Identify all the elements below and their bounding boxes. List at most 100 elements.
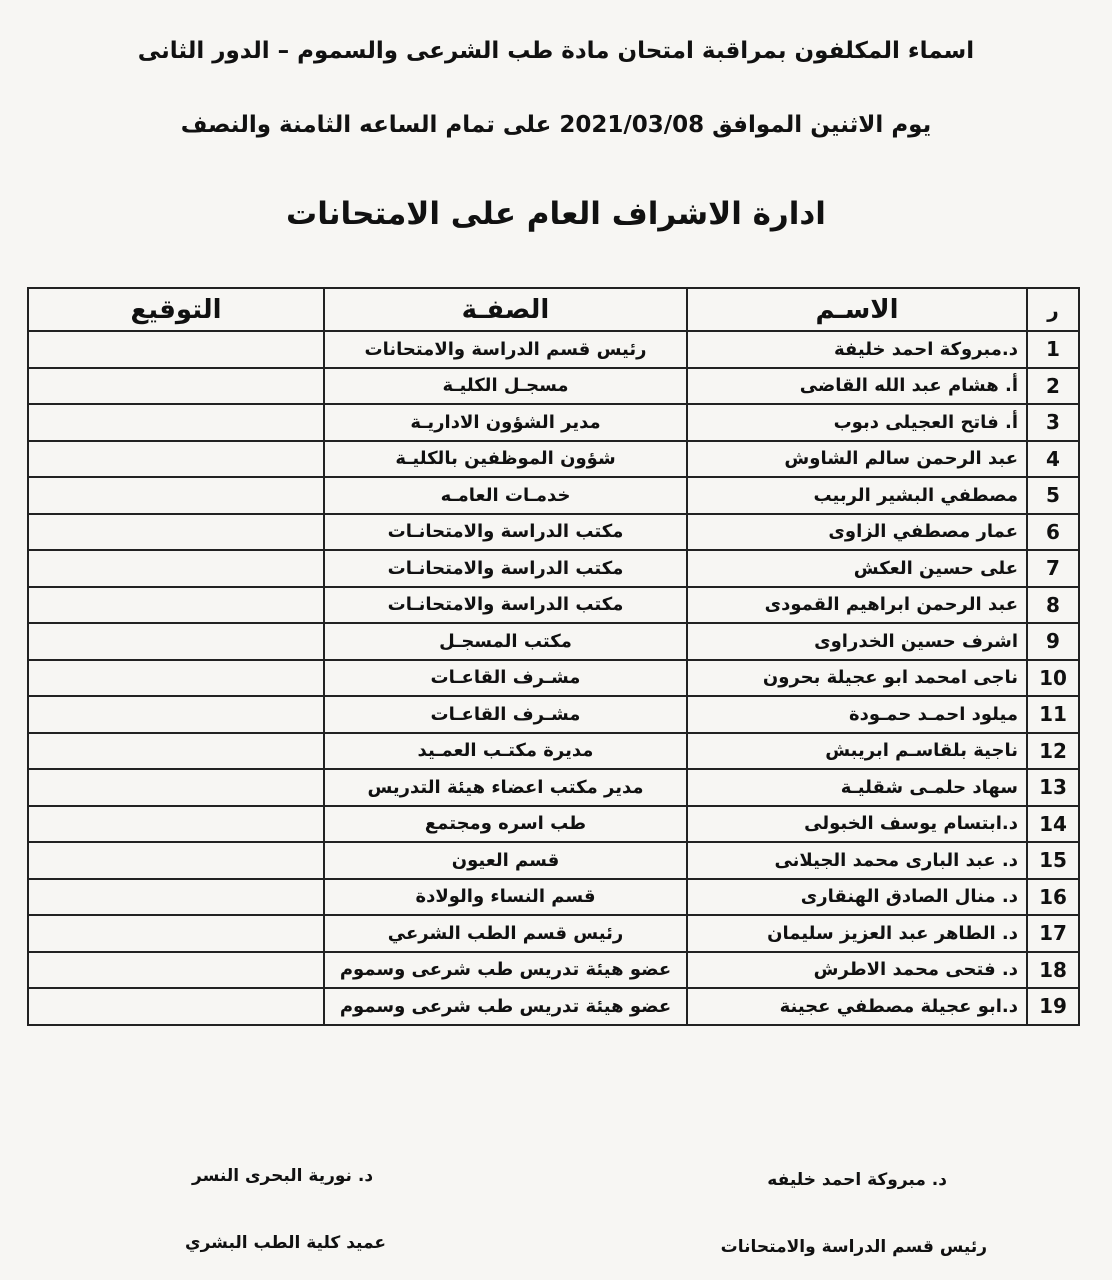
row-number: 11	[1026, 695, 1080, 734]
row-name: مصطفي البشير الربيب	[686, 476, 1028, 515]
row-role: شؤون الموظفين بالكليـة	[323, 439, 688, 478]
row-number: 16	[1026, 877, 1080, 916]
exam-date-line: يوم الاثنين الموافق 2021/03/08 على تمام …	[180, 112, 932, 138]
row-name: د. منال الصادق الهنقارى	[686, 877, 1028, 916]
row-name: عمار مصطفي الزاوى	[686, 512, 1028, 551]
row-signature-cell[interactable]	[27, 439, 325, 478]
table-row: 7 على حسين العكش مكتب الدراسة والامتحانـات	[27, 549, 1080, 588]
col-name: الاسـم	[686, 287, 1028, 332]
row-role: قسم النساء والولادة	[323, 877, 688, 916]
table-row: 11 ميلود احمـد حمـودة مشـرف القاعـات	[27, 695, 1080, 734]
row-role: مسجـل الكليـة	[323, 366, 688, 405]
row-number: 6	[1026, 512, 1080, 551]
row-name: د.ابو عجيلة مصطفي عجينة	[686, 987, 1028, 1026]
row-name: ناجى امحمد ابو عجيلة بحرون	[686, 658, 1028, 697]
row-signature-cell[interactable]	[27, 768, 325, 807]
row-role: طب اسره ومجتمع	[323, 804, 688, 843]
row-name: د.مبروكة احمد خليفة	[686, 330, 1028, 369]
row-role: مشـرف القاعـات	[323, 658, 688, 697]
row-number: 18	[1026, 950, 1080, 989]
row-number: 17	[1026, 914, 1080, 953]
row-number: 5	[1026, 476, 1080, 515]
row-number: 13	[1026, 768, 1080, 807]
row-signature-cell[interactable]	[27, 403, 325, 442]
signatory-left-name: د. نورية البحرى النسر	[192, 1166, 374, 1186]
table-header-row: ر الاسـم الصفـة التوقيع	[27, 287, 1080, 332]
row-signature-cell[interactable]	[27, 914, 325, 953]
table-row: 6 عمار مصطفي الزاوى مكتب الدراسة والامتحان…	[27, 512, 1080, 551]
row-role: عضو هيئة تدريس طب شرعى وسموم	[323, 950, 688, 989]
table-row: 4 عبد الرحمن سالم الشاوش شؤون الموظفين بال…	[27, 439, 1080, 478]
row-signature-cell[interactable]	[27, 950, 325, 989]
row-number: 7	[1026, 549, 1080, 588]
table-row: 10 ناجى امحمد ابو عجيلة بحرون مشـرف القاعـ…	[27, 658, 1080, 697]
row-signature-cell[interactable]	[27, 366, 325, 405]
row-role: خدمـات العامـه	[323, 476, 688, 515]
row-name: أ. هشام عبد الله القاضى	[686, 366, 1028, 405]
row-number: 14	[1026, 804, 1080, 843]
row-name: د. الطاهر عبد العزيز سليمان	[686, 914, 1028, 953]
row-signature-cell[interactable]	[27, 622, 325, 661]
col-signature: التوقيع	[27, 287, 325, 332]
row-role: مدير الشؤون الاداريـة	[323, 403, 688, 442]
table-row: 18 د. فتحى محمد الاطرش عضو هيئة تدريس طب ش…	[27, 950, 1080, 989]
row-signature-cell[interactable]	[27, 585, 325, 624]
signatory-right-title: رئيس قسم الدراسة والامتحانات	[720, 1237, 987, 1257]
row-number: 8	[1026, 585, 1080, 624]
table-row: 17 د. الطاهر عبد العزيز سليمان رئيس قسم ال…	[27, 914, 1080, 953]
row-name: أ. فاتح العجيلى دبوب	[686, 403, 1028, 442]
row-signature-cell[interactable]	[27, 695, 325, 734]
row-signature-cell[interactable]	[27, 731, 325, 770]
row-name: على حسين العكش	[686, 549, 1028, 588]
row-name: ميلود احمـد حمـودة	[686, 695, 1028, 734]
row-number: 15	[1026, 841, 1080, 880]
row-name: سهاد حلمـى شقليـة	[686, 768, 1028, 807]
row-number: 2	[1026, 366, 1080, 405]
row-number: 12	[1026, 731, 1080, 770]
col-number: ر	[1026, 287, 1080, 332]
signatory-left-title: عميد كلية الطب البشري	[185, 1233, 386, 1253]
row-name: عبد الرحمن سالم الشاوش	[686, 439, 1028, 478]
row-signature-cell[interactable]	[27, 512, 325, 551]
row-signature-cell[interactable]	[27, 987, 325, 1026]
row-name: اشرف حسين الخدراوى	[686, 622, 1028, 661]
row-signature-cell[interactable]	[27, 804, 325, 843]
row-signature-cell[interactable]	[27, 658, 325, 697]
row-number: 3	[1026, 403, 1080, 442]
row-name: عبد الرحمن ابراهيم القمودى	[686, 585, 1028, 624]
row-role: مكتب المسجـل	[323, 622, 688, 661]
row-name: د. فتحى محمد الاطرش	[686, 950, 1028, 989]
row-role: مكتب الدراسة والامتحانـات	[323, 512, 688, 551]
table-row: 13 سهاد حلمـى شقليـة مدير مكتب اعضاء هيئة …	[27, 768, 1080, 807]
row-number: 1	[1026, 330, 1080, 369]
row-number: 19	[1026, 987, 1080, 1026]
row-role: مشـرف القاعـات	[323, 695, 688, 734]
row-role: مدير مكتب اعضاء هيئة التدريس	[323, 768, 688, 807]
row-role: رئيس قسم الدراسة والامتحانات	[323, 330, 688, 369]
row-role: قسم العيون	[323, 841, 688, 880]
table-row: 8 عبد الرحمن ابراهيم القمودى مكتب الدراسة …	[27, 585, 1080, 624]
table-row: 12 ناجية بلقاسـم ابريبش مديرة مكتـب العمـي…	[27, 731, 1080, 770]
row-role: مديرة مكتـب العمـيد	[323, 731, 688, 770]
col-role: الصفـة	[323, 287, 688, 332]
row-number: 9	[1026, 622, 1080, 661]
row-name: د. عبد البارى محمد الجيلانى	[686, 841, 1028, 880]
row-number: 4	[1026, 439, 1080, 478]
table-row: 15 د. عبد البارى محمد الجيلانى قسم العيون	[27, 841, 1080, 880]
row-signature-cell[interactable]	[27, 877, 325, 916]
table-row: 1 د.مبروكة احمد خليفة رئيس قسم الدراسة وال…	[27, 330, 1080, 369]
row-signature-cell[interactable]	[27, 841, 325, 880]
row-signature-cell[interactable]	[27, 476, 325, 515]
row-signature-cell[interactable]	[27, 549, 325, 588]
row-role: رئيس قسم الطب الشرعي	[323, 914, 688, 953]
table-row: 3 أ. فاتح العجيلى دبوب مدير الشؤون الاداري…	[27, 403, 1080, 442]
row-name: د.ابتسام يوسف الخبولى	[686, 804, 1028, 843]
row-role: مكتب الدراسة والامتحانـات	[323, 549, 688, 588]
row-role: مكتب الدراسة والامتحانـات	[323, 585, 688, 624]
table-row: 5 مصطفي البشير الربيب خدمـات العامـه	[27, 476, 1080, 515]
table-row: 2 أ. هشام عبد الله القاضى مسجـل الكليـة	[27, 366, 1080, 405]
row-signature-cell[interactable]	[27, 330, 325, 369]
row-role: عضو هيئة تدريس طب شرعى وسموم	[323, 987, 688, 1026]
table-row: 19 د.ابو عجيلة مصطفي عجينة عضو هيئة تدريس …	[27, 987, 1080, 1026]
table-row: 14 د.ابتسام يوسف الخبولى طب اسره ومجتمع	[27, 804, 1080, 843]
